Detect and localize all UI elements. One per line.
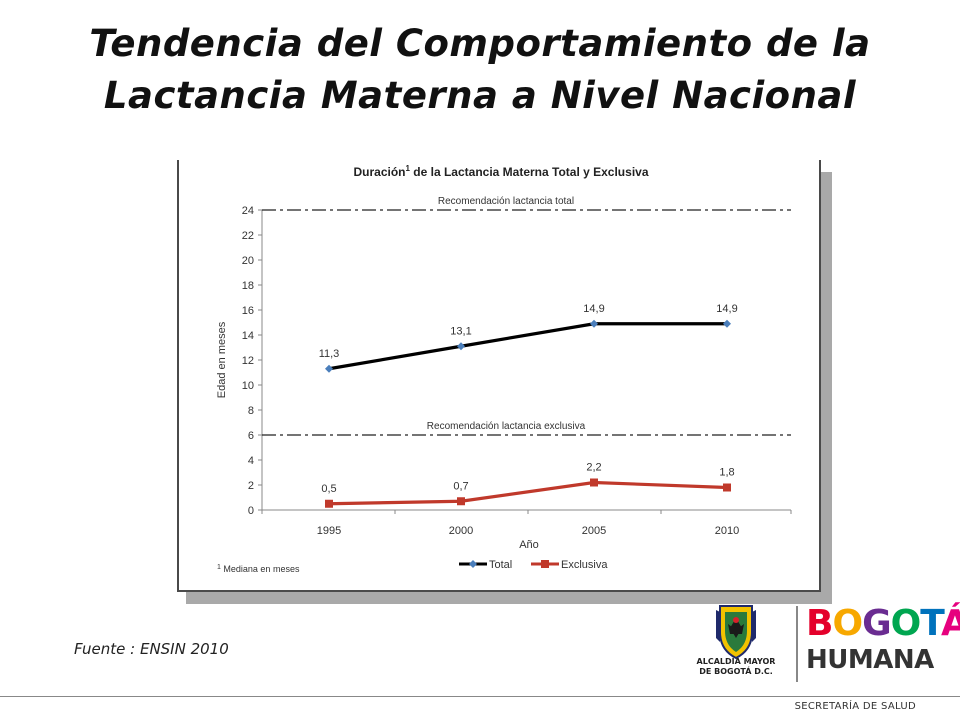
- x-tick-label: 2005: [582, 525, 606, 537]
- data-label-exclusive: 0,5: [321, 483, 336, 495]
- crest-caption: ALCALDÍA MAYOR DE BOGOTÁ D.C.: [676, 657, 796, 677]
- data-label-total: 14,9: [716, 303, 737, 315]
- data-label-total: 11,3: [319, 348, 340, 360]
- slide-title: Tendencia del Comportamiento de la Lacta…: [0, 18, 960, 122]
- data-point-total: [723, 319, 731, 328]
- data-point-total: [457, 342, 465, 351]
- brand-letter: Á: [941, 603, 960, 644]
- chart-footnote: 1 Mediana en meses: [217, 564, 300, 574]
- series-line-total: [328, 322, 727, 371]
- brand-letters: BOGOTÁ: [806, 603, 960, 644]
- reference-line-label: Recomendación lactancia exclusiva: [427, 421, 586, 432]
- y-tick-label: 14: [242, 330, 254, 342]
- data-point-total: [325, 364, 333, 373]
- brand-letter: O: [832, 603, 863, 644]
- series-line-exclusive: [328, 480, 728, 506]
- x-tick-label: 2010: [715, 525, 739, 537]
- crest-caption-line-2: DE BOGOTÁ D.C.: [699, 667, 773, 676]
- data-point-exclusive: [325, 499, 333, 508]
- data-label-exclusive: 2,2: [586, 462, 601, 474]
- y-tick-label: 0: [248, 505, 254, 517]
- bogota-humana-logo-top: BOGOTÁ: [806, 604, 960, 644]
- brand-letter: B: [806, 603, 833, 644]
- legend-marker-total: [469, 560, 477, 568]
- x-tick-label: 2000: [449, 525, 473, 537]
- crest-caption-line-1: ALCALDÍA MAYOR: [696, 657, 776, 666]
- y-tick-label: 4: [248, 455, 254, 467]
- brand-letter: G: [862, 603, 892, 644]
- slide-title-line-2: Lactancia Materna a Nivel Nacional: [103, 74, 857, 117]
- x-tick-label: 1995: [317, 525, 341, 537]
- coat-of-arms-logo: [716, 605, 756, 660]
- y-tick-label: 12: [242, 355, 254, 367]
- data-label-exclusive: 1,8: [719, 467, 734, 479]
- y-tick-label: 22: [242, 230, 254, 242]
- legend-label-exclusive: Exclusiva: [561, 559, 608, 571]
- y-tick-label: 8: [248, 405, 254, 417]
- brand-letter: O: [890, 603, 922, 644]
- legend-marker-exclusive: [541, 560, 549, 568]
- y-tick-label: 18: [242, 280, 254, 292]
- data-label-exclusive: 0,7: [453, 480, 468, 492]
- y-tick-label: 20: [242, 255, 254, 267]
- y-tick-label: 6: [248, 430, 254, 442]
- source-note: Fuente : ENSIN 2010: [74, 640, 229, 658]
- footer-divider: [0, 696, 960, 697]
- y-tick-label: 16: [242, 305, 254, 317]
- data-label-total: 14,9: [583, 303, 604, 315]
- data-point-exclusive: [723, 483, 731, 492]
- x-axis-label: Año: [519, 539, 539, 551]
- legend-label-total: Total: [489, 559, 512, 571]
- y-axis-label: Edad en meses: [216, 321, 228, 398]
- data-point-total: [590, 319, 598, 328]
- reference-line-label: Recomendación lactancia total: [438, 196, 574, 207]
- bogota-humana-logo-bottom: HUMANA: [806, 645, 934, 675]
- footer-department: SECRETARÍA DE SALUD: [794, 701, 916, 712]
- line-chart: Duración1 de la Lactancia Materna Total …: [216, 164, 792, 574]
- chart-frame: Duración1 de la Lactancia Materna Total …: [177, 160, 821, 592]
- data-point-exclusive: [457, 497, 465, 506]
- y-tick-label: 24: [242, 205, 254, 217]
- logo-divider: [796, 606, 798, 682]
- y-tick-label: 10: [242, 380, 254, 392]
- chart-title: Duración1 de la Lactancia Materna Total …: [353, 164, 648, 179]
- data-point-exclusive: [590, 478, 598, 487]
- y-tick-label: 2: [248, 480, 254, 492]
- data-label-total: 13,1: [450, 325, 471, 337]
- slide-title-line-1: Tendencia del Comportamiento de la: [89, 22, 871, 65]
- brand-letter: T: [920, 603, 942, 644]
